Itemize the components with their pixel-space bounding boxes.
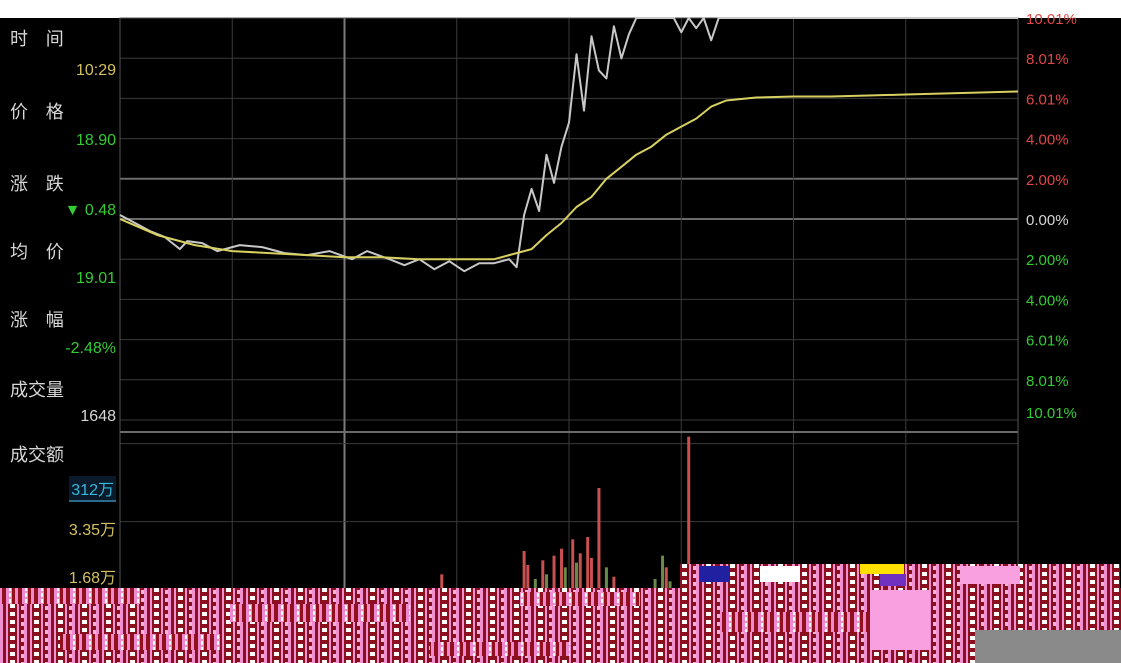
right-axis-label: 0.00% bbox=[1026, 212, 1069, 229]
time-value: 10:29 bbox=[75, 62, 116, 79]
volume-bar bbox=[522, 551, 526, 600]
volume-label: 成交量 bbox=[10, 380, 64, 401]
pct-value: -2.48% bbox=[65, 340, 116, 357]
amount-label: 成交额 bbox=[10, 445, 64, 466]
change-label: 涨 跌 bbox=[10, 174, 70, 195]
right-axis-label: 2.00% bbox=[1026, 252, 1069, 269]
right-axis-label: 8.01% bbox=[1026, 373, 1069, 390]
vol-tick-low: 1.68万 bbox=[68, 570, 116, 587]
volume-bar bbox=[563, 567, 567, 600]
volume-bar bbox=[571, 539, 575, 600]
price-value: 18.90 bbox=[75, 132, 116, 149]
vol-tick-high: 3.35万 bbox=[68, 522, 116, 539]
change-value: ▼ 0.48 bbox=[64, 202, 116, 219]
corrupted-image-region bbox=[0, 562, 1121, 663]
right-axis-label: 8.01% bbox=[1026, 51, 1069, 68]
right-axis-label: 6.01% bbox=[1026, 91, 1069, 108]
price-label: 价 格 bbox=[10, 102, 70, 123]
volume-bar bbox=[541, 560, 545, 600]
volume-bar bbox=[526, 565, 530, 600]
right-axis-label: 4.00% bbox=[1026, 132, 1069, 149]
volume-bar bbox=[574, 562, 578, 600]
volume-bar bbox=[597, 488, 601, 600]
volume-bar bbox=[661, 555, 665, 600]
right-axis-label: 10.01% bbox=[1026, 405, 1077, 422]
right-axis-label: 6.01% bbox=[1026, 333, 1069, 350]
volume-bar bbox=[552, 555, 556, 600]
volume-bar bbox=[586, 537, 590, 600]
avg-price-line bbox=[119, 90, 1019, 261]
volume-bar bbox=[545, 574, 549, 600]
price-lines bbox=[119, 17, 1019, 273]
amount-value: 312万 bbox=[69, 476, 116, 502]
top-strip bbox=[0, 0, 1121, 18]
volume-bar bbox=[664, 567, 668, 600]
time-label: 时 间 bbox=[10, 29, 70, 50]
volume-value: 1648 bbox=[80, 408, 116, 425]
avg-value: 19.01 bbox=[75, 270, 116, 287]
right-axis-label: 2.00% bbox=[1026, 172, 1069, 189]
volume-bar bbox=[589, 558, 593, 600]
right-axis-label: 10.01% bbox=[1026, 11, 1077, 28]
pct-label: 涨 幅 bbox=[10, 310, 70, 331]
volume-bar bbox=[578, 553, 582, 600]
volume-bar bbox=[440, 574, 444, 600]
volume-bar bbox=[687, 436, 691, 600]
volume-bar bbox=[560, 548, 564, 600]
right-axis-label: 4.00% bbox=[1026, 292, 1069, 309]
volume-bar bbox=[604, 567, 608, 600]
right-axis-labels: 10.01% 8.01% 6.01% 4.00% 2.00% 0.00% 2.00% 4.00… bbox=[1026, 11, 1077, 422]
price-line bbox=[119, 17, 1018, 273]
chart-grid bbox=[119, 17, 1019, 601]
avg-label: 均 价 bbox=[10, 242, 70, 263]
